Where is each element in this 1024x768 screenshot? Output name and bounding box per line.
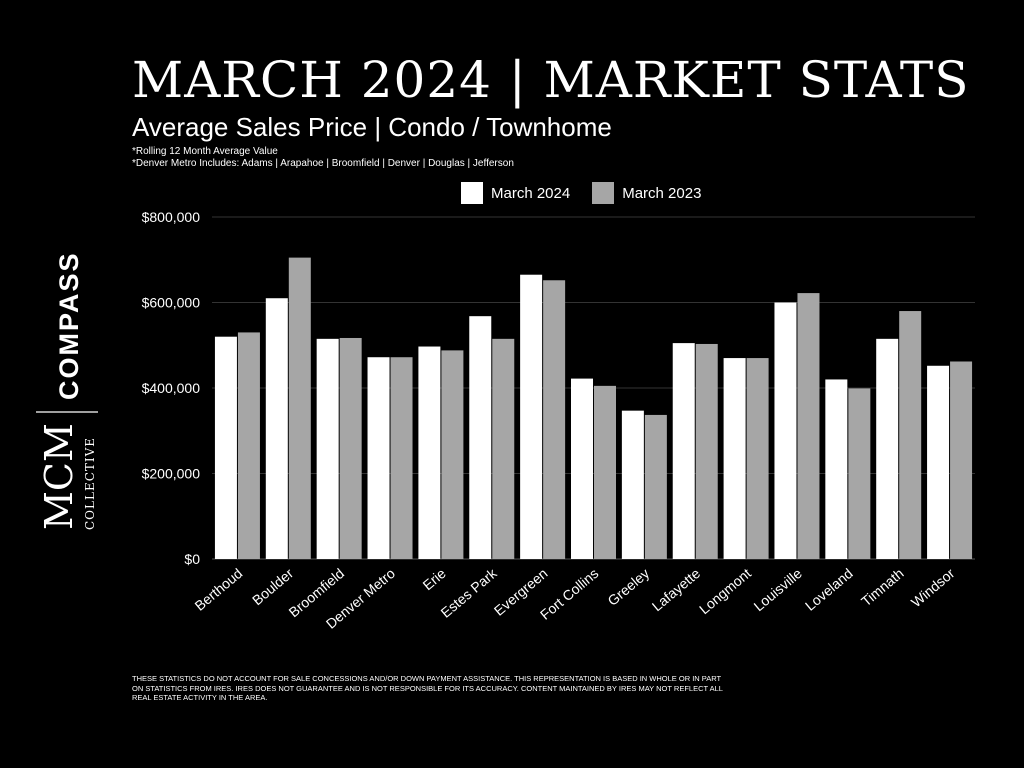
x-tick-label: Loveland bbox=[802, 565, 856, 614]
x-tick-label: Boulder bbox=[249, 565, 297, 608]
bar-2023 bbox=[492, 338, 515, 559]
bar-2023 bbox=[746, 358, 769, 559]
bar-2023 bbox=[237, 332, 260, 559]
mcm-logo-text: MCM bbox=[37, 423, 81, 530]
bar-2023 bbox=[339, 337, 362, 559]
x-tick-label: Longmont bbox=[696, 565, 754, 617]
x-tick-label: Berthoud bbox=[192, 565, 246, 614]
bar-2024 bbox=[520, 274, 543, 559]
y-tick-label: $200,000 bbox=[142, 466, 201, 482]
y-tick-label: $600,000 bbox=[142, 295, 201, 311]
x-tick-label: Windsor bbox=[908, 565, 958, 610]
legend-swatch-2024 bbox=[461, 182, 483, 204]
y-tick-label: $800,000 bbox=[142, 209, 201, 225]
x-tick-label: Estes Park bbox=[438, 564, 501, 620]
bar-2023 bbox=[695, 343, 718, 559]
bar-2024 bbox=[621, 410, 644, 559]
x-tick-label: Louisville bbox=[750, 565, 805, 614]
bar-2023 bbox=[390, 357, 413, 559]
page-title: MARCH 2024 | MARKET STATS bbox=[132, 51, 970, 109]
chart-subtitle: Average Sales Price | Condo / Townhome bbox=[132, 112, 612, 142]
disclaimer-text: These statistics do not account for sale… bbox=[132, 674, 723, 702]
bar-2024 bbox=[469, 316, 492, 559]
bar-2023 bbox=[950, 361, 973, 559]
brand-logo: COMPASS MCM COLLECTIVE bbox=[36, 251, 98, 530]
bar-2024 bbox=[825, 379, 848, 559]
legend-label-2024: March 2024 bbox=[491, 184, 571, 202]
collective-logo-text: COLLECTIVE bbox=[83, 437, 97, 530]
y-tick-label: $400,000 bbox=[142, 380, 201, 396]
bar-2023 bbox=[797, 293, 820, 559]
bar-2024 bbox=[367, 357, 390, 559]
bar-2023 bbox=[644, 414, 667, 559]
chart-legend: March 2024 March 2023 bbox=[461, 182, 723, 204]
bar-2024 bbox=[672, 343, 695, 559]
x-tick-label: Greeley bbox=[604, 565, 652, 609]
bar-2023 bbox=[848, 388, 871, 559]
x-tick-label: Timnath bbox=[858, 565, 907, 609]
bar-2024 bbox=[876, 338, 899, 559]
y-tick-label: $0 bbox=[184, 551, 200, 567]
x-tick-label: Erie bbox=[419, 565, 449, 593]
footnote-denver-metro: *Denver Metro Includes: Adams | Arapahoe… bbox=[132, 158, 514, 169]
bar-2024 bbox=[316, 338, 339, 559]
bar-2023 bbox=[288, 257, 311, 559]
bar-2024 bbox=[571, 378, 593, 559]
bar-2024 bbox=[774, 302, 797, 559]
legend-item-2024: March 2024 bbox=[461, 182, 570, 204]
bar-2024 bbox=[418, 346, 441, 559]
legend-swatch-2023 bbox=[592, 182, 615, 204]
x-tick-label: Lafayette bbox=[649, 565, 704, 614]
compass-logo-text: COMPASS bbox=[54, 251, 84, 400]
bar-2023 bbox=[899, 311, 922, 559]
footnote-rolling-average: *Rolling 12 Month Average Value bbox=[132, 146, 278, 157]
bar-2024 bbox=[265, 298, 288, 559]
legend-label-2023: March 2023 bbox=[622, 184, 702, 202]
bar-2023 bbox=[441, 350, 464, 559]
bar-2024 bbox=[214, 336, 237, 559]
bar-2023 bbox=[543, 280, 566, 559]
bar-2023 bbox=[594, 385, 616, 559]
bar-2024 bbox=[723, 358, 746, 559]
legend-item-2023: March 2023 bbox=[592, 182, 701, 204]
bar-2024 bbox=[927, 365, 950, 559]
